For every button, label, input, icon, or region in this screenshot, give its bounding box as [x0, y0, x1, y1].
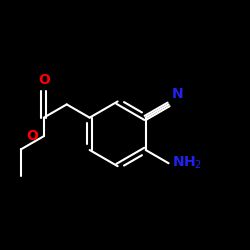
Text: O: O	[38, 73, 50, 87]
Text: N: N	[172, 88, 183, 102]
Text: O: O	[26, 129, 38, 143]
Text: NH$_2$: NH$_2$	[172, 155, 202, 172]
